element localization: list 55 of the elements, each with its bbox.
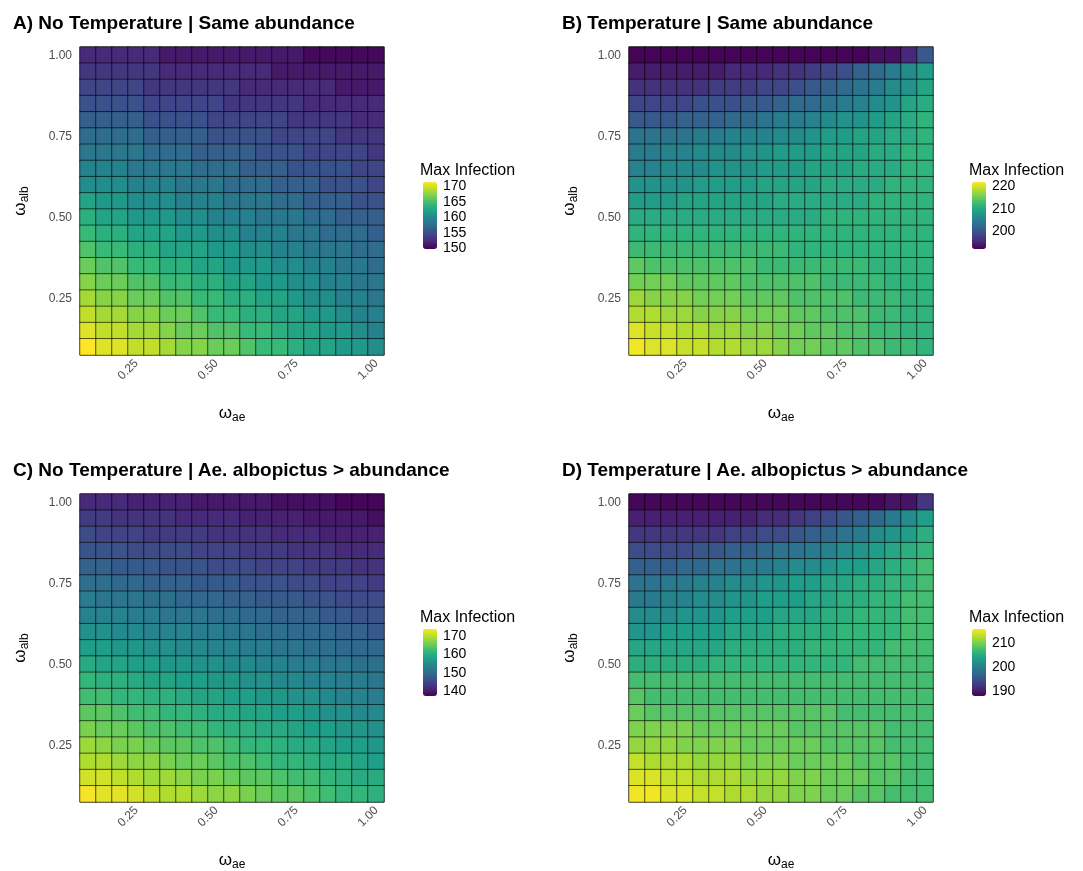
color-bar-label: 140 [443, 681, 467, 698]
color-bar-label: 220 [992, 177, 1016, 194]
chart-title: A) No Temperature | Same abundance [13, 12, 355, 33]
y-tick-label: 0.75 [48, 576, 73, 591]
x-tick-label: 0.25 [114, 355, 142, 383]
x-tick-label: 0.25 [663, 802, 691, 830]
y-tick-label: 0.50 [597, 210, 622, 225]
x-tick-label: 0.25 [114, 802, 142, 830]
x-tick-label: 0.75 [823, 355, 851, 383]
x-tick-label: 0.50 [743, 355, 771, 383]
color-bar-label: 210 [992, 634, 1016, 651]
color-bar-title: Max Infection [969, 607, 1065, 625]
y-tick-label: 0.75 [48, 129, 73, 144]
color-bar-label: 170 [443, 177, 467, 194]
chart-title: B) Temperature | Same abundance [562, 12, 874, 33]
y-axis-title: ωalb [558, 633, 580, 663]
color-bar-label: 200 [992, 222, 1016, 239]
y-axis-title: ωalb [9, 186, 31, 216]
y-tick-label: 0.25 [48, 291, 73, 306]
x-tick-label: 0.50 [194, 802, 222, 830]
y-axis-title: ωalb [9, 633, 31, 663]
y-tick-label: 1.00 [597, 48, 622, 63]
y-tick-label: 1.00 [48, 48, 73, 63]
x-tick-label: 0.25 [663, 355, 691, 383]
color-bar-title: Max Infection [420, 160, 516, 178]
y-tick-label: 0.50 [48, 657, 73, 672]
color-bar-title: Max Infection [420, 607, 516, 625]
color-bar-label: 150 [443, 663, 467, 680]
color-bar-label: 160 [443, 208, 467, 225]
color-bar-label: 200 [992, 658, 1016, 675]
color-bar-label: 160 [443, 645, 467, 662]
color-bar-label: 170 [443, 627, 467, 644]
color-bar-label: 165 [443, 192, 467, 209]
color-bar-label: 150 [443, 239, 467, 256]
x-tick-label: 0.50 [194, 355, 222, 383]
chart-title: D) Temperature | Ae. albopictus > abundance [562, 459, 968, 480]
y-tick-label: 0.25 [597, 291, 622, 306]
color-bar-label: 155 [443, 223, 467, 240]
y-tick-label: 0.75 [597, 576, 622, 591]
y-tick-label: 0.50 [597, 657, 622, 672]
y-tick-label: 1.00 [597, 495, 622, 510]
y-tick-label: 1.00 [48, 495, 73, 510]
x-tick-label: 0.75 [274, 802, 302, 830]
y-tick-label: 0.25 [597, 738, 622, 753]
x-tick-label: 0.75 [274, 355, 302, 383]
color-bar-title: Max Infection [969, 160, 1065, 178]
color-bar-label: 190 [992, 682, 1016, 699]
y-tick-label: 0.50 [48, 210, 73, 225]
y-tick-label: 0.25 [48, 738, 73, 753]
x-tick-label: 0.75 [823, 802, 851, 830]
y-axis-title: ωalb [558, 186, 580, 216]
x-tick-label: 0.50 [743, 802, 771, 830]
chart-title: C) No Temperature | Ae. albopictus > abundance [13, 459, 450, 480]
color-bar-label: 210 [992, 199, 1016, 216]
y-tick-label: 0.75 [597, 129, 622, 144]
